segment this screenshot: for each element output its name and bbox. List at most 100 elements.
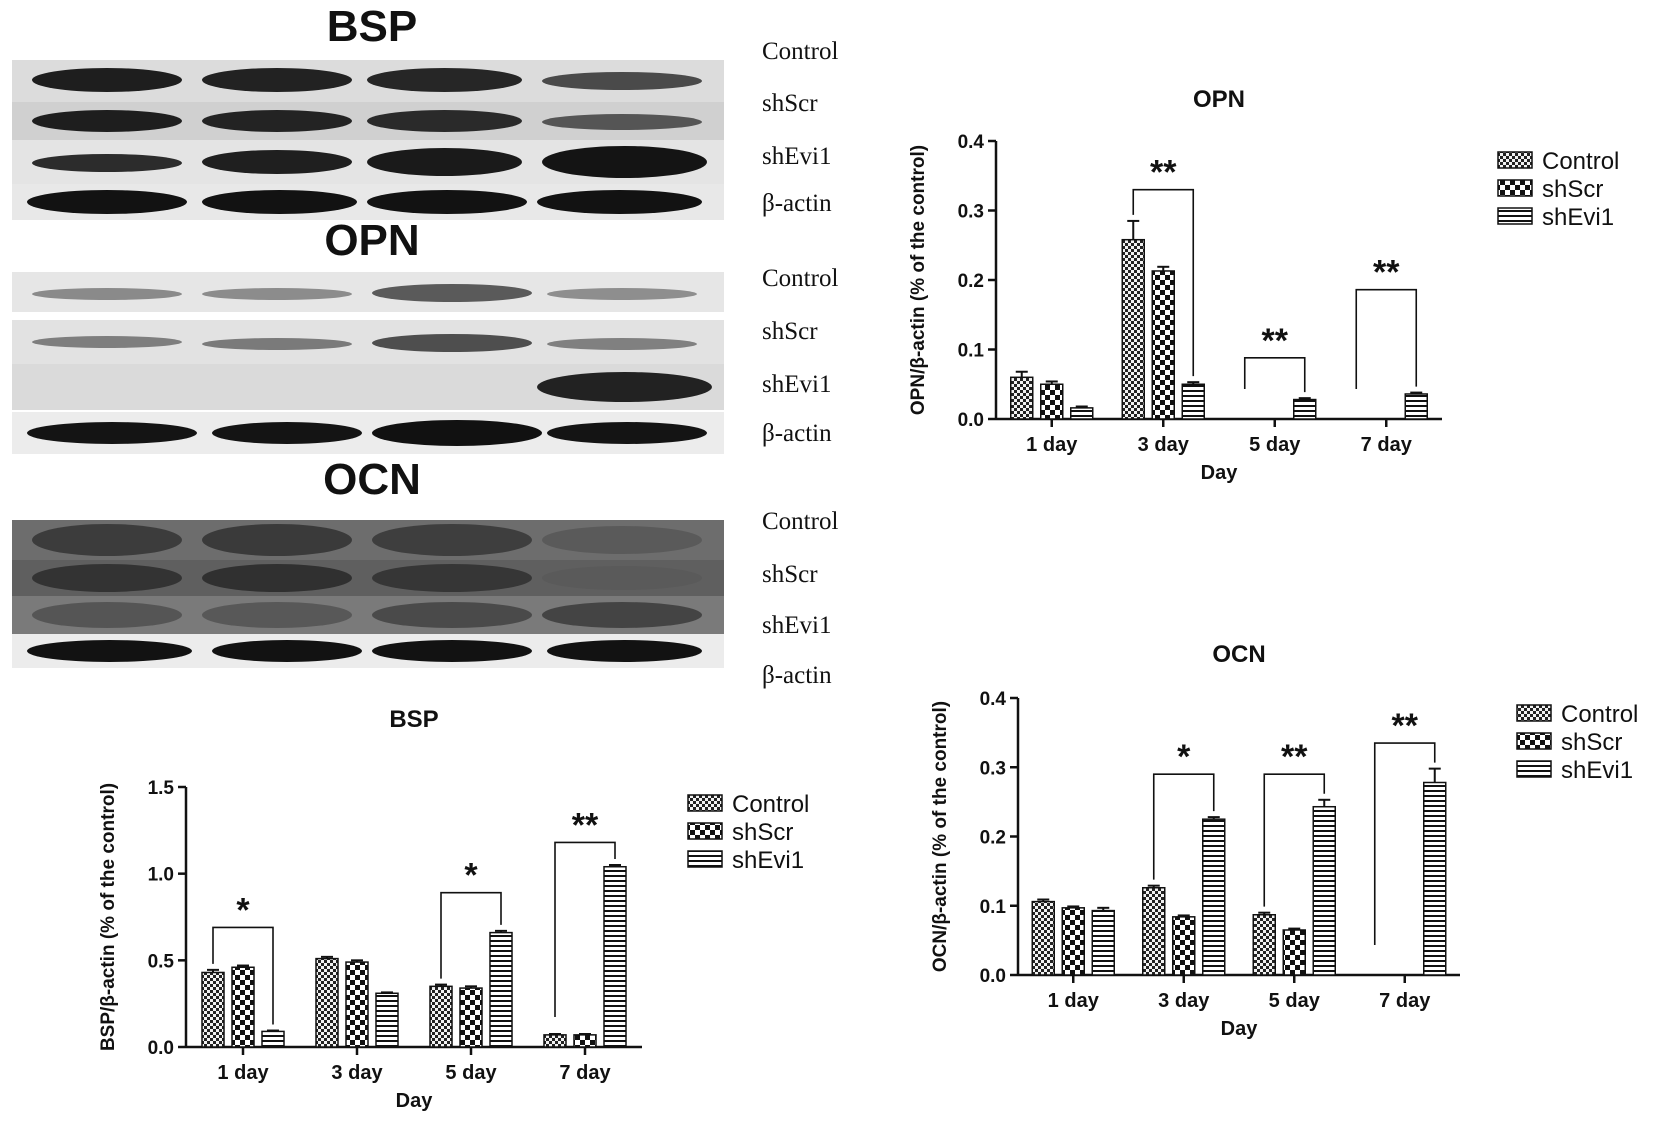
y-tick-label-bsp-0: 0.0 bbox=[148, 1038, 174, 1059]
bar-opn-control-1 bbox=[1121, 238, 1145, 420]
legend-swatch-bsp-shevi1 bbox=[687, 850, 723, 868]
bar-bsp-shevi1-3 bbox=[603, 865, 627, 1048]
chart-title-bsp: BSP bbox=[389, 706, 438, 733]
bar-opn-shscr-1 bbox=[1151, 270, 1175, 420]
legend-label-opn-shscr: shScr bbox=[1542, 176, 1603, 203]
x-tick-label-ocn-2: 5 day bbox=[1269, 990, 1321, 1012]
blot-image-bsp bbox=[12, 60, 724, 220]
significance-bracket-opn-2 bbox=[1355, 288, 1418, 389]
bar-ocn-control-0 bbox=[1031, 900, 1055, 976]
y-tick-label-opn-2: 0.2 bbox=[958, 271, 984, 292]
y-tick-label-ocn-1: 0.1 bbox=[980, 897, 1007, 918]
y-tick-label-bsp-2: 1.0 bbox=[148, 865, 174, 886]
y-tick-label-opn-1: 0.1 bbox=[958, 341, 985, 362]
bar-bsp-control-2 bbox=[429, 985, 453, 1048]
x-axis-label-ocn: Day bbox=[1221, 1018, 1259, 1040]
y-axis-label-opn: OPN/β-actin (% of the control) bbox=[908, 145, 929, 415]
bar-opn-shevi1-2 bbox=[1293, 398, 1317, 420]
y-axis-label-ocn: OCN/β-actin (% of the control) bbox=[930, 701, 951, 972]
y-axis-label-bsp: BSP/β-actin (% of the control) bbox=[98, 783, 119, 1051]
significance-label-opn-2: ** bbox=[1373, 254, 1400, 292]
significance-label-bsp-2: ** bbox=[572, 806, 599, 844]
x-tick-label-bsp-1: 3 day bbox=[331, 1062, 383, 1084]
bar-ocn-shevi1-2 bbox=[1312, 805, 1336, 976]
y-tick-label-bsp-3: 1.5 bbox=[148, 778, 175, 799]
lane-label-bsp-actin: β-actin bbox=[762, 190, 832, 217]
bar-ocn-shevi1-1 bbox=[1202, 818, 1226, 976]
legend-swatch-opn-shscr bbox=[1497, 179, 1533, 197]
bar-opn-shevi1-3 bbox=[1404, 393, 1428, 420]
significance-bracket-ocn-0 bbox=[1152, 773, 1215, 880]
x-axis-label-bsp: Day bbox=[396, 1090, 434, 1112]
blot-title-ocn: OCN bbox=[323, 455, 421, 504]
bar-bsp-control-1 bbox=[315, 957, 339, 1048]
bar-opn-shevi1-1 bbox=[1181, 383, 1205, 420]
significance-bracket-bsp-1 bbox=[440, 891, 502, 979]
x-tick-label-opn-2: 5 day bbox=[1249, 434, 1301, 456]
significance-label-ocn-2: ** bbox=[1392, 707, 1419, 745]
y-tick-label-bsp-1: 0.5 bbox=[148, 951, 175, 972]
bar-bsp-shscr-2 bbox=[459, 987, 483, 1048]
lane-label-bsp-shevi1: shEvi1 bbox=[762, 143, 832, 170]
x-tick-label-ocn-3: 7 day bbox=[1379, 990, 1431, 1012]
y-tick-label-opn-0: 0.0 bbox=[958, 410, 984, 431]
x-tick-label-bsp-3: 7 day bbox=[559, 1062, 611, 1084]
lane-label-ocn-actin: β-actin bbox=[762, 662, 832, 689]
bar-bsp-control-0 bbox=[201, 971, 225, 1048]
bar-ocn-shscr-2 bbox=[1282, 929, 1306, 976]
x-tick-label-bsp-0: 1 day bbox=[217, 1062, 269, 1084]
bar-ocn-control-2 bbox=[1252, 914, 1276, 976]
significance-label-bsp-0: * bbox=[236, 891, 250, 929]
bar-bsp-shscr-1 bbox=[345, 961, 369, 1048]
legend-swatch-opn-control bbox=[1497, 151, 1533, 169]
x-axis-label-opn: Day bbox=[1201, 462, 1239, 484]
y-tick-label-ocn-0: 0.0 bbox=[980, 966, 1006, 987]
x-tick-label-ocn-0: 1 day bbox=[1048, 990, 1100, 1012]
x-tick-label-opn-3: 7 day bbox=[1361, 434, 1413, 456]
significance-bracket-ocn-2 bbox=[1373, 742, 1436, 945]
lane-label-opn-control: Control bbox=[762, 265, 839, 292]
legend-label-ocn-shscr: shScr bbox=[1561, 729, 1622, 756]
legend-label-opn-control: Control bbox=[1542, 148, 1619, 175]
x-tick-label-opn-1: 3 day bbox=[1138, 434, 1190, 456]
legend-swatch-bsp-control bbox=[687, 794, 723, 812]
significance-bracket-opn-0 bbox=[1132, 188, 1195, 377]
significance-label-ocn-1: ** bbox=[1281, 738, 1308, 776]
legend-label-ocn-control: Control bbox=[1561, 701, 1638, 728]
bar-bsp-shevi1-1 bbox=[375, 992, 399, 1048]
bar-opn-shevi1-0 bbox=[1070, 407, 1094, 420]
chart-title-ocn: OCN bbox=[1212, 641, 1265, 668]
bar-bsp-shevi1-0 bbox=[261, 1030, 285, 1048]
x-tick-label-ocn-1: 3 day bbox=[1158, 990, 1210, 1012]
y-tick-label-ocn-2: 0.2 bbox=[980, 828, 1006, 849]
legend-swatch-ocn-shscr bbox=[1516, 732, 1552, 750]
bar-bsp-shscr-3 bbox=[573, 1034, 597, 1048]
significance-bracket-opn-1 bbox=[1243, 357, 1306, 393]
y-tick-label-ocn-4: 0.4 bbox=[980, 689, 1007, 710]
significance-bracket-ocn-1 bbox=[1263, 773, 1326, 907]
blot-image-ocn bbox=[12, 520, 724, 668]
bar-ocn-control-1 bbox=[1142, 886, 1166, 976]
bar-ocn-shscr-1 bbox=[1172, 916, 1196, 976]
legend-label-bsp-control: Control bbox=[732, 791, 809, 818]
bar-bsp-shevi1-2 bbox=[489, 931, 513, 1048]
lane-label-ocn-control: Control bbox=[762, 508, 839, 535]
lane-label-opn-shevi1: shEvi1 bbox=[762, 371, 832, 398]
lane-label-opn-actin: β-actin bbox=[762, 420, 832, 447]
legend-swatch-ocn-control bbox=[1516, 704, 1552, 722]
blot-image-opn bbox=[12, 272, 724, 454]
legend-swatch-opn-shevi1 bbox=[1497, 207, 1533, 225]
lane-label-opn-shscr: shScr bbox=[762, 318, 818, 345]
significance-label-ocn-0: * bbox=[1177, 738, 1191, 776]
bar-bsp-control-3 bbox=[543, 1034, 567, 1048]
lane-label-bsp-control: Control bbox=[762, 38, 839, 65]
bar-opn-shscr-0 bbox=[1040, 383, 1064, 420]
legend-label-ocn-shevi1: shEvi1 bbox=[1561, 757, 1633, 784]
lane-label-bsp-shscr: shScr bbox=[762, 90, 818, 117]
x-tick-label-opn-0: 1 day bbox=[1026, 434, 1078, 456]
bar-ocn-shevi1-3 bbox=[1423, 781, 1447, 976]
x-tick-label-bsp-2: 5 day bbox=[445, 1062, 497, 1084]
y-tick-label-ocn-3: 0.3 bbox=[980, 758, 1006, 779]
legend-swatch-ocn-shevi1 bbox=[1516, 760, 1552, 778]
